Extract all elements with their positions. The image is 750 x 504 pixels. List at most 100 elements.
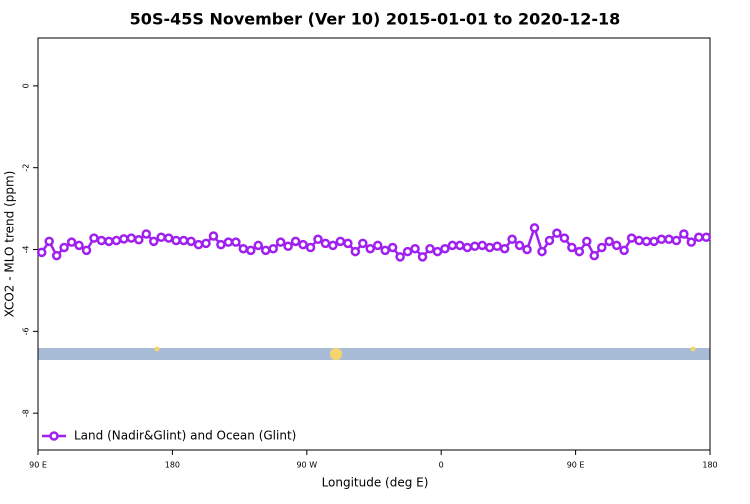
legend-marker [49, 431, 59, 441]
data-point [298, 239, 308, 250]
data-point [559, 233, 570, 243]
land-blob [154, 346, 160, 352]
data-point [51, 250, 62, 261]
data-point [201, 238, 211, 249]
data-point [81, 245, 92, 256]
data-point [596, 242, 607, 253]
map-strip [38, 348, 710, 360]
data-point [671, 235, 682, 246]
data-point [656, 234, 667, 245]
data-point [522, 244, 532, 255]
data-point [417, 252, 428, 262]
data-point [260, 245, 271, 256]
data-point [283, 241, 293, 252]
data-point [358, 238, 368, 249]
data-point [320, 238, 331, 249]
data-point [74, 240, 84, 251]
data-point [156, 232, 166, 242]
data-point [447, 240, 458, 251]
x-tick-label: 180 [702, 461, 717, 470]
x-tick-label: 90 W [296, 461, 317, 470]
data-point [253, 240, 264, 251]
data-point [507, 234, 517, 245]
data-point [89, 233, 99, 243]
data-point [343, 238, 353, 249]
data-point [59, 242, 69, 253]
y-tick-label: -4 [22, 246, 31, 254]
y-axis-label: XCO2 - MLO trend (ppm) [3, 171, 17, 318]
data-point [552, 228, 562, 238]
data-point [619, 245, 629, 256]
data-point [649, 236, 659, 247]
data-point [238, 243, 249, 254]
data-point [387, 242, 398, 253]
data-point [216, 239, 226, 250]
data-point [701, 232, 712, 242]
data-point [305, 242, 316, 253]
data-point [66, 237, 77, 247]
data-point [328, 240, 338, 251]
data-point [141, 229, 152, 239]
data-point [514, 240, 525, 251]
data-point [380, 245, 390, 256]
data-point [268, 243, 278, 254]
data-point [313, 234, 323, 245]
data-point [499, 243, 510, 254]
land-blob [330, 348, 342, 360]
data-point [440, 243, 450, 254]
y-tick-label: -2 [22, 164, 31, 172]
land-blob [690, 346, 696, 352]
data-point [694, 232, 704, 242]
data-point [589, 250, 600, 261]
data-point [208, 231, 219, 241]
data-point [462, 242, 473, 253]
data-point [134, 234, 144, 245]
data-point [171, 235, 181, 246]
data-point [44, 236, 54, 247]
data-point [178, 235, 189, 246]
data-point [186, 236, 196, 247]
x-tick-label: 180 [165, 461, 180, 470]
data-point [231, 237, 241, 247]
data-point [529, 223, 540, 233]
data-point [470, 241, 480, 252]
data-point [492, 241, 502, 252]
data-point [537, 246, 547, 257]
data-point [104, 236, 114, 247]
data-point [455, 240, 465, 251]
data-point [604, 236, 614, 247]
chart-title: 50S-45S November (Ver 10) 2015-01-01 to … [130, 10, 621, 29]
data-point [395, 252, 405, 262]
data-point [410, 243, 420, 254]
data-point [626, 233, 637, 243]
data-point [111, 235, 122, 246]
data-point [193, 239, 204, 250]
data-point [432, 246, 443, 257]
data-point [484, 242, 495, 253]
data-point [686, 237, 697, 247]
y-tick-label: -8 [22, 409, 31, 417]
legend-label: Land (Nadir&Glint) and Ocean (Glint) [74, 429, 296, 443]
data-point [148, 236, 159, 247]
data-point [119, 234, 129, 244]
data-point [544, 235, 555, 246]
data-point [246, 245, 256, 256]
data-point [365, 243, 376, 254]
x-axis-label: Longitude (deg E) [322, 476, 429, 490]
data-point [611, 240, 622, 251]
data-point [163, 233, 174, 243]
data-point [582, 236, 592, 247]
y-tick-label: -6 [22, 327, 31, 335]
plot-frame [37, 37, 711, 451]
data-point [126, 233, 137, 243]
data-point [567, 242, 577, 253]
data-point [634, 235, 644, 246]
x-tick-label: 0 [439, 461, 444, 470]
data-point [335, 236, 346, 247]
data-point [223, 237, 234, 247]
x-tick-label: 90 E [567, 461, 585, 470]
data-point [290, 236, 301, 247]
data-point [402, 246, 413, 257]
